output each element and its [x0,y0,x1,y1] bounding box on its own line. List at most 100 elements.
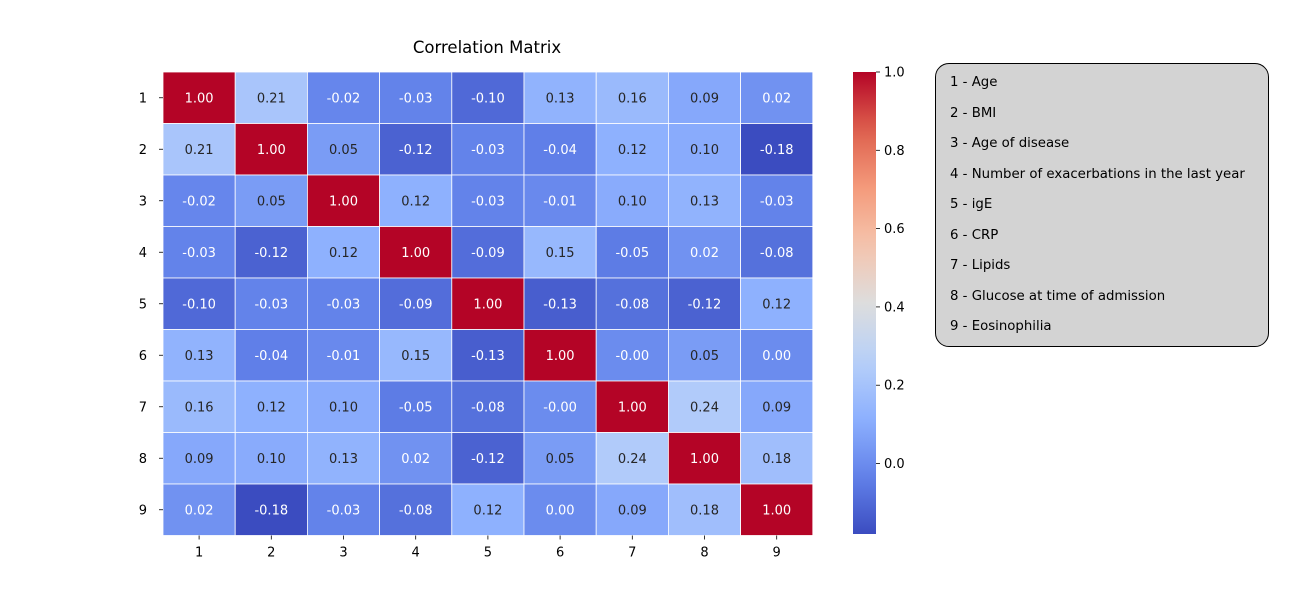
heatmap-cell [595,226,669,279]
heatmap-cell [379,277,453,330]
legend-item: 1 - Age [950,75,998,90]
y-tick-label: 5 [139,297,147,312]
cell-value-label: -0.03 [399,91,433,106]
cell-value-label: -0.03 [327,297,361,312]
cell-value-label: -0.04 [543,143,577,158]
legend-item: 6 - CRP [950,227,999,243]
colorbar: 0.0 0.2 0.4 0.6 0.8 1.0 [853,66,905,534]
cell-value-label: 0.12 [762,297,791,312]
heatmap-cell [668,329,742,382]
cell-value-label: 0.05 [329,143,358,158]
legend-item: 7 - Lipids [950,258,1011,273]
x-tick-label: 5 [484,546,492,561]
cell-value-label: 0.09 [690,91,719,106]
y-tick-label: 9 [139,503,147,518]
legend-item: 9 - Eosinophilia [950,319,1052,334]
cell-value-label: -0.09 [399,297,433,312]
heatmap-cell [668,174,742,227]
heatmap-cell [523,483,597,536]
heatmap-cell [740,329,814,382]
cell-value-label: 0.00 [762,349,791,364]
colorbar-tick-label: 0.0 [884,457,905,472]
heatmap-cell [306,329,380,382]
cell-value-label: 0.16 [185,400,214,415]
heatmap-cell [595,123,669,176]
colorbar-tick-label: 0.8 [884,144,905,159]
x-tick-label: 3 [339,546,347,561]
legend-item: 3 - Age of disease [950,136,1070,151]
cell-value-label: 0.21 [185,143,214,158]
heatmap-cell [234,329,308,382]
cell-value-label: -0.13 [471,349,505,364]
heatmap-cell [740,380,814,433]
legend-item: 4 - Number of exacerbations in the last … [950,166,1245,182]
cell-value-label: -0.08 [760,246,794,261]
heatmap-cell [306,123,380,176]
heatmap-cell [234,380,308,433]
y-tick-label: 8 [139,452,147,467]
cell-value-label: -0.01 [543,194,577,209]
heatmap-cell [595,174,669,227]
heatmap-cell [595,71,669,124]
heatmap-cell [740,174,814,227]
cell-value-label: -0.12 [254,246,288,261]
cell-value-label: -0.08 [471,400,505,415]
heatmap-cell [523,226,597,279]
cell-value-label: -0.18 [760,143,794,158]
chart-title: Correlation Matrix [413,38,561,57]
heatmap-cell [306,174,380,227]
cell-value-label: 0.12 [473,503,502,518]
cell-value-label: 0.18 [762,452,791,467]
cell-value-label: 0.13 [546,91,575,106]
x-tick-label: 1 [195,546,203,561]
cell-value-label: 0.13 [329,452,358,467]
heatmap-cell [162,174,236,227]
cell-value-label: 1.00 [257,143,286,158]
colorbar-tick-label: 0.2 [884,379,905,394]
heatmap-cell [523,329,597,382]
y-tick-label: 7 [139,400,147,415]
heatmap-cell [451,380,525,433]
heatmap-cell [379,380,453,433]
heatmap-cell [162,380,236,433]
cell-value-label: -0.10 [471,91,505,106]
heatmap-cell [668,380,742,433]
heatmap-cell [306,380,380,433]
cell-value-label: 0.10 [257,452,286,467]
cell-value-label: 0.02 [762,91,791,106]
x-tick-label: 9 [773,546,781,561]
heatmap-cell [306,483,380,536]
heatmap-cell [306,226,380,279]
cell-value-label: -0.03 [760,194,794,209]
heatmap-cell [162,277,236,330]
x-tick-label: 8 [700,546,708,561]
cell-value-label: 0.09 [762,400,791,415]
heatmap-cell [595,329,669,382]
heatmap-cell [740,226,814,279]
cell-value-label: 0.10 [690,143,719,158]
heatmap-cell [451,71,525,124]
y-tick-label: 2 [139,143,147,158]
cell-value-label: -0.03 [254,297,288,312]
cell-value-label: -0.12 [688,297,722,312]
x-tick-label: 4 [412,546,420,561]
cell-value-label: 0.09 [618,503,647,518]
heatmap-cell [595,432,669,485]
cell-value-label: 1.00 [762,503,791,518]
legend-item: 8 - Glucose at time of admission [950,288,1166,304]
cell-value-label: 0.24 [690,400,719,415]
y-tick-label: 3 [139,194,147,209]
y-tick-label: 4 [139,246,147,261]
cell-value-label: -0.01 [327,349,361,364]
cell-value-label: 0.12 [329,246,358,261]
x-tick-label: 6 [556,546,564,561]
cell-value-label: 0.15 [401,349,430,364]
colorbar-gradient [853,72,876,534]
cell-value-label: -0.08 [399,503,433,518]
cell-value-label: 1.00 [401,246,430,261]
cell-value-label: 0.18 [690,503,719,518]
cell-value-label: 0.24 [618,452,647,467]
heatmap-cell [306,277,380,330]
cell-value-label: -0.03 [182,246,216,261]
